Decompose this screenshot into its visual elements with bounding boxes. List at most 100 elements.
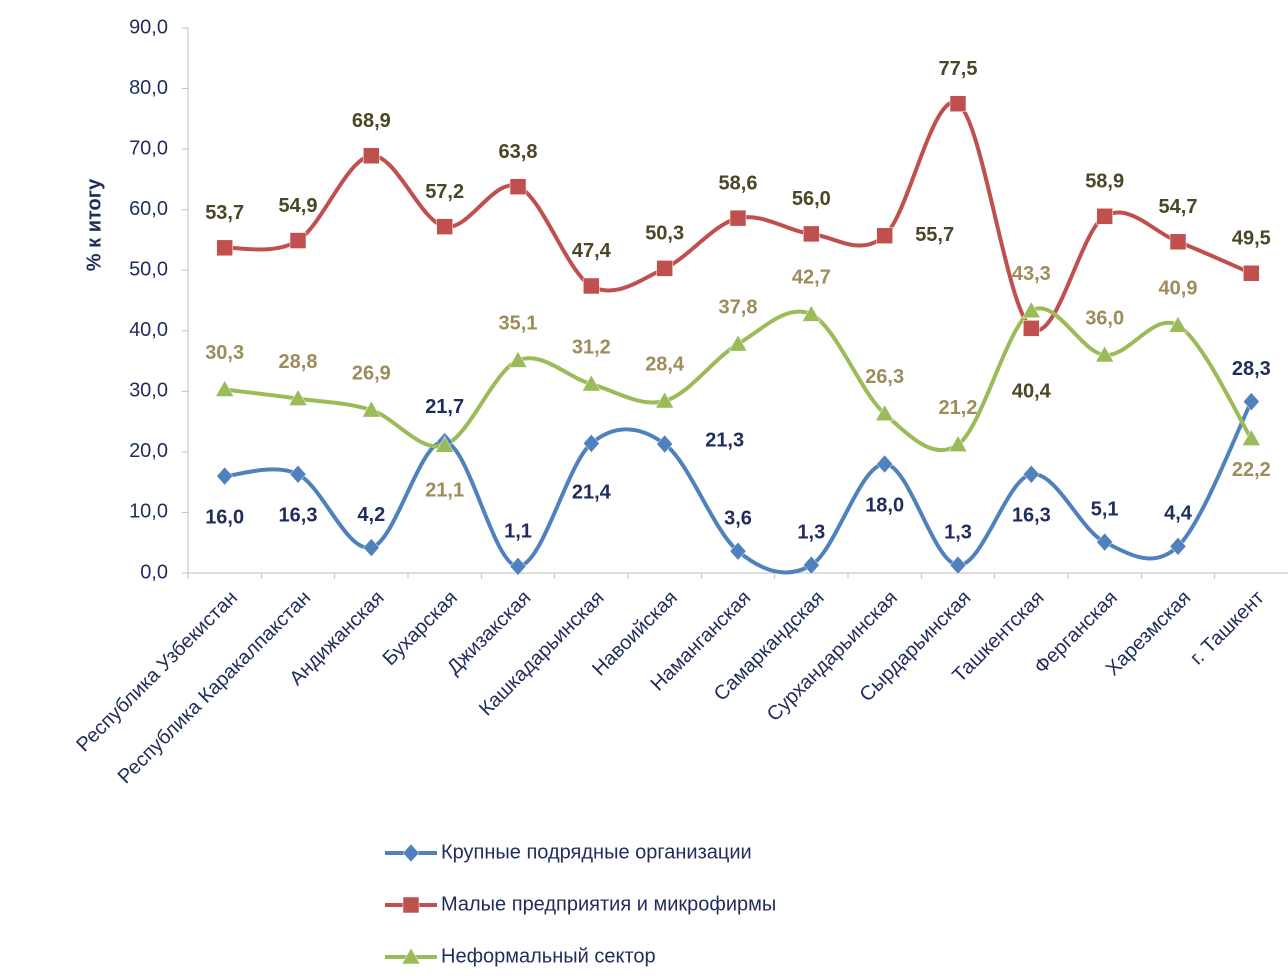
legend-marker bbox=[402, 896, 420, 914]
data-point bbox=[1168, 315, 1188, 333]
legend-marker bbox=[402, 843, 420, 863]
data-label: 57,2 bbox=[425, 181, 464, 203]
data-label: 4,4 bbox=[1164, 503, 1193, 525]
data-point bbox=[876, 227, 893, 244]
data-point bbox=[949, 555, 967, 575]
data-label: 58,9 bbox=[1085, 171, 1124, 193]
data-label: 21,7 bbox=[425, 396, 464, 418]
data-label: 53,7 bbox=[205, 202, 244, 224]
y-tick-label: 0,0 bbox=[140, 561, 168, 583]
data-label: 16,3 bbox=[1012, 505, 1051, 527]
data-label: 31,2 bbox=[572, 336, 611, 358]
y-tick-label: 40,0 bbox=[129, 319, 168, 341]
legend-label: Малые предприятия и микрофирмы bbox=[441, 893, 776, 915]
y-tick-label: 60,0 bbox=[129, 198, 168, 220]
data-label: 28,4 bbox=[645, 353, 685, 375]
data-label: 30,3 bbox=[205, 342, 244, 364]
data-point bbox=[436, 218, 453, 235]
data-label: 21,2 bbox=[939, 397, 978, 419]
data-point bbox=[216, 239, 233, 257]
data-label: 16,3 bbox=[279, 505, 318, 527]
data-label: 37,8 bbox=[719, 296, 758, 318]
legend-label: Крупные подрядные организации bbox=[441, 841, 752, 863]
data-label: 68,9 bbox=[352, 110, 391, 132]
data-point bbox=[361, 400, 381, 418]
data-label: 49,5 bbox=[1232, 228, 1271, 250]
data-point bbox=[801, 304, 821, 322]
data-point bbox=[435, 435, 455, 453]
data-point bbox=[656, 434, 674, 454]
data-label: 50,3 bbox=[645, 223, 684, 245]
x-tick-label: Кашкадарьинская bbox=[475, 587, 609, 721]
data-label: 21,3 bbox=[705, 429, 744, 451]
data-point bbox=[949, 95, 967, 112]
data-point bbox=[656, 260, 673, 277]
data-point bbox=[1095, 345, 1115, 363]
data-label: 35,1 bbox=[499, 313, 538, 335]
data-point bbox=[1023, 320, 1040, 337]
data-label: 77,5 bbox=[939, 58, 978, 80]
data-point bbox=[1022, 464, 1040, 484]
data-point bbox=[1021, 301, 1041, 319]
data-point bbox=[583, 277, 600, 295]
data-point bbox=[581, 374, 601, 392]
data-point bbox=[362, 538, 380, 557]
data-point bbox=[509, 556, 527, 576]
data-point bbox=[509, 178, 527, 195]
data-point bbox=[363, 147, 380, 165]
data-label: 1,3 bbox=[797, 521, 825, 543]
x-tick-label: Сурхандарьинская bbox=[763, 587, 902, 726]
data-point bbox=[288, 389, 308, 406]
data-label: 16,0 bbox=[205, 506, 244, 528]
data-point bbox=[216, 466, 234, 486]
data-label: 3,6 bbox=[724, 507, 752, 529]
data-point bbox=[1242, 392, 1260, 412]
y-axis-label: % к итогу bbox=[83, 178, 105, 271]
data-point bbox=[728, 334, 748, 352]
data-point bbox=[729, 209, 747, 227]
data-point bbox=[948, 435, 968, 452]
data-point bbox=[876, 454, 894, 474]
y-tick-label: 50,0 bbox=[129, 259, 168, 281]
y-tick-label: 10,0 bbox=[129, 501, 168, 523]
y-tick-label: 80,0 bbox=[129, 77, 168, 99]
data-label: 26,3 bbox=[865, 366, 904, 388]
data-label: 28,3 bbox=[1232, 358, 1271, 380]
data-label: 21,1 bbox=[425, 480, 464, 502]
data-label: 54,7 bbox=[1159, 196, 1198, 218]
data-label: 1,1 bbox=[504, 521, 532, 543]
data-point bbox=[215, 380, 235, 397]
series-line bbox=[224, 306, 1254, 453]
data-point bbox=[803, 225, 820, 243]
data-label: 36,0 bbox=[1085, 307, 1124, 329]
data-label: 28,8 bbox=[279, 351, 318, 373]
data-point bbox=[582, 434, 600, 453]
data-label: 40,9 bbox=[1159, 278, 1198, 300]
data-label: 58,6 bbox=[719, 172, 758, 194]
data-label: 42,7 bbox=[792, 267, 831, 289]
data-label: 54,9 bbox=[279, 195, 318, 217]
data-point bbox=[289, 232, 307, 249]
data-label: 47,4 bbox=[572, 240, 612, 262]
data-point bbox=[729, 541, 747, 561]
y-tick-label: 20,0 bbox=[129, 440, 168, 462]
data-point bbox=[1096, 532, 1114, 552]
data-point bbox=[1169, 233, 1187, 251]
data-label: 21,4 bbox=[572, 482, 612, 504]
data-point bbox=[289, 464, 307, 484]
data-point bbox=[875, 404, 895, 421]
legend-marker bbox=[401, 947, 421, 965]
data-point bbox=[1096, 208, 1113, 225]
data-label: 26,9 bbox=[352, 362, 391, 384]
x-tick-label: г. Ташкент bbox=[1186, 587, 1269, 670]
data-label: 1,3 bbox=[944, 521, 972, 543]
y-tick-label: 70,0 bbox=[129, 137, 168, 159]
data-label: 18,0 bbox=[865, 494, 904, 516]
data-label: 4,2 bbox=[357, 504, 385, 526]
data-label: 40,4 bbox=[1012, 381, 1052, 403]
data-label: 55,7 bbox=[915, 224, 954, 246]
data-point bbox=[655, 391, 675, 409]
data-point bbox=[1241, 429, 1261, 446]
y-tick-label: 90,0 bbox=[129, 16, 168, 38]
